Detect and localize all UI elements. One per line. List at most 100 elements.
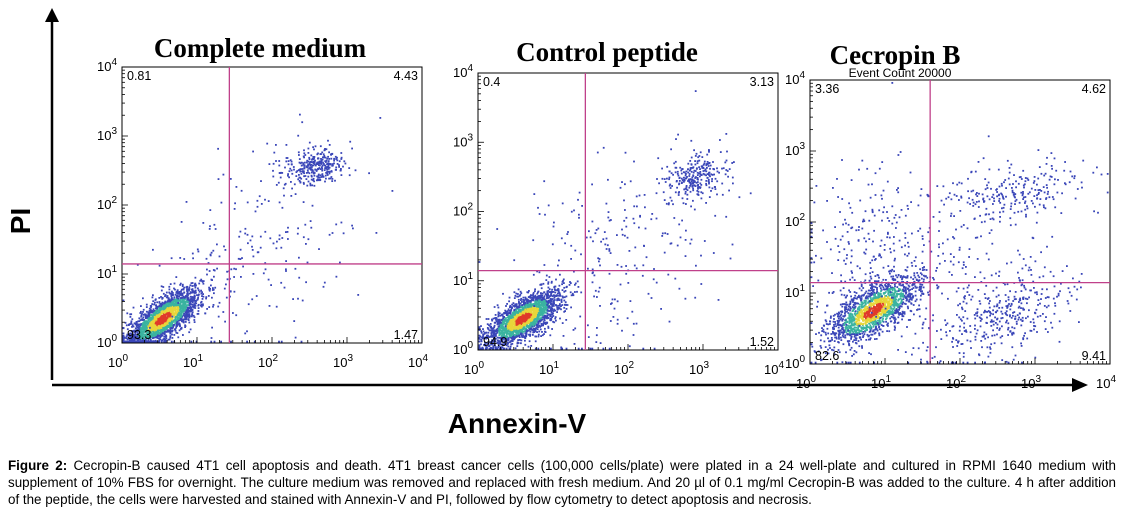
event-dot [186, 296, 189, 299]
event-dot [524, 320, 527, 323]
event-dot [553, 296, 556, 299]
event-dot [136, 326, 139, 329]
event-dot [546, 312, 549, 315]
event-dot [558, 292, 561, 294]
event-dot [538, 330, 541, 333]
event-dot [305, 166, 308, 168]
event-dot [527, 313, 530, 316]
event-dot [171, 298, 174, 301]
event-dot [300, 177, 303, 180]
event-dot [517, 333, 520, 336]
event-dot [223, 287, 226, 290]
event-dot [512, 313, 515, 315]
event-dot [495, 317, 497, 319]
event-dot [573, 270, 575, 273]
event-dot [171, 333, 173, 336]
event-dot [251, 298, 254, 301]
event-dot [179, 282, 182, 285]
event-dot [158, 323, 161, 325]
event-dot [524, 306, 527, 309]
event-dot [692, 182, 695, 185]
event-dot [509, 304, 512, 307]
event-dot [528, 333, 530, 336]
event-dot [553, 321, 556, 324]
event-dot [267, 278, 270, 281]
event-dot [138, 328, 141, 331]
event-dot [155, 311, 158, 314]
event-dot [165, 312, 168, 315]
event-dot [124, 340, 127, 343]
event-dot [167, 316, 169, 318]
event-dot [168, 317, 171, 320]
event-dot [508, 328, 511, 330]
event-dot [539, 313, 541, 315]
event-dot [209, 209, 212, 211]
event-dot [330, 170, 333, 173]
event-dot [550, 300, 553, 303]
event-dot [493, 344, 496, 347]
event-dot [709, 164, 712, 167]
event-dot [158, 297, 161, 299]
event-dot [297, 134, 300, 137]
event-dot [517, 339, 519, 341]
event-dot [151, 303, 154, 305]
event-dot [547, 290, 550, 292]
event-dot [526, 306, 529, 309]
event-dot [545, 309, 548, 312]
event-dot [534, 347, 537, 350]
event-dot [139, 338, 142, 341]
event-dot [513, 325, 515, 328]
event-dot [212, 304, 215, 306]
event-dot [298, 161, 301, 164]
event-dot [170, 303, 173, 306]
event-dot [497, 314, 500, 317]
event-dot [162, 314, 164, 317]
event-dot [152, 331, 155, 334]
event-dot [167, 338, 170, 341]
event-dot [196, 248, 199, 251]
event-dot [145, 306, 148, 308]
event-dot [342, 165, 344, 168]
event-dot [494, 329, 497, 332]
event-dot [328, 177, 330, 180]
event-dot [133, 329, 136, 332]
event-dot [290, 195, 293, 197]
event-dot [188, 303, 191, 306]
event-dot [322, 285, 325, 288]
event-dot [500, 330, 503, 332]
event-dot [153, 336, 155, 339]
event-dot [521, 301, 523, 303]
event-dot [162, 311, 165, 313]
event-dot [719, 139, 721, 141]
event-dot [171, 305, 173, 308]
event-dot [275, 305, 278, 308]
event-dot [144, 330, 146, 333]
event-dot [498, 340, 501, 343]
event-dot [162, 286, 165, 288]
event-dot [517, 293, 519, 295]
event-dot [521, 328, 524, 331]
event-dot [532, 303, 534, 305]
event-dot [240, 276, 242, 278]
y-tick-label: 104 [97, 57, 117, 74]
event-dot [166, 308, 169, 310]
event-dot [491, 331, 494, 334]
event-dot [220, 201, 223, 204]
event-dot [270, 284, 272, 286]
event-dot [509, 332, 511, 335]
event-dot [281, 206, 284, 209]
event-dot [311, 157, 314, 160]
event-dot [150, 314, 153, 316]
event-dot [161, 324, 164, 327]
event-dot [132, 333, 134, 336]
event-dot [534, 305, 537, 308]
event-dot [179, 299, 182, 302]
event-dot [533, 319, 536, 321]
event-dot [574, 291, 576, 293]
event-dot [166, 324, 169, 327]
event-dot [311, 169, 314, 172]
event-dot [569, 291, 572, 294]
event-dot [663, 178, 666, 180]
event-dot [162, 305, 165, 308]
event-dot [554, 289, 556, 291]
